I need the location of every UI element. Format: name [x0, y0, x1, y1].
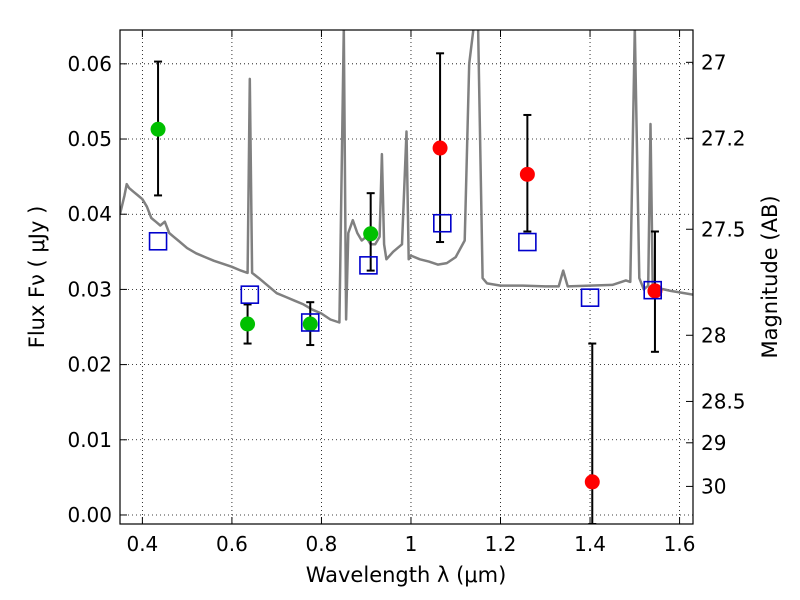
observed-flux-point: [584, 474, 600, 490]
y-tick-label: 0.06: [67, 52, 112, 76]
y-tick-label: 0.03: [67, 277, 112, 301]
model-photometry-square: [643, 280, 663, 300]
x-axis-label: Wavelength λ (μm): [306, 563, 507, 587]
y2-tick-label: 27.2: [701, 126, 746, 150]
y2-tick-label: 30: [701, 474, 726, 498]
x-tick-label: 1: [405, 532, 418, 556]
observed-flux-point: [363, 226, 379, 242]
model-photometry-square: [433, 213, 452, 233]
x-tick-label: 0.6: [216, 532, 248, 556]
y2-tick-label: 29: [701, 431, 726, 455]
y2-tick-label: 28: [701, 323, 726, 347]
y-tick-label: 0.02: [67, 353, 112, 377]
y2-tick-label: 27: [701, 50, 726, 74]
x-tick-label: 1.2: [485, 532, 517, 556]
observed-flux-point: [302, 316, 318, 332]
axis-ticks: 0.4 0.6 0.8 1 1.2 1.4 1.6 0.00 0.01 0.02 0.03 0.04 0…: [67, 30, 746, 556]
y-tick-label: 0.00: [67, 503, 112, 527]
model-photometry-square: [240, 285, 260, 304]
model-photometry-square: [518, 232, 537, 252]
observed-flux-point: [647, 283, 663, 299]
y-axis-label: Flux Fν ( μJy ): [25, 206, 49, 349]
y-tick-label: 0.04: [67, 202, 112, 226]
x-tick-label: 0.4: [126, 532, 158, 556]
x-tick-label: 1.4: [574, 532, 606, 556]
model-photometry-square: [359, 256, 378, 275]
y2-tick-label: 28.5: [701, 389, 746, 413]
model-photometry-square: [148, 231, 168, 251]
observed-flux-point: [432, 140, 448, 156]
data-markers: [148, 52, 663, 524]
observed-flux-point: [240, 316, 256, 332]
x-tick-label: 1.6: [664, 532, 696, 556]
plot-frame: [119, 29, 694, 525]
x-tick-label: 0.8: [306, 532, 338, 556]
y2-tick-label: 27.5: [701, 217, 746, 241]
y-tick-label: 0.05: [67, 127, 112, 151]
y2-axis-label: Magnitude (AB): [758, 195, 782, 358]
model-photometry-square: [580, 288, 600, 307]
y-tick-label: 0.01: [67, 428, 112, 452]
observed-flux-point: [519, 166, 535, 182]
model-photometry-square: [300, 313, 320, 332]
observed-flux-point: [150, 121, 166, 137]
plot-area: [120, 30, 693, 524]
